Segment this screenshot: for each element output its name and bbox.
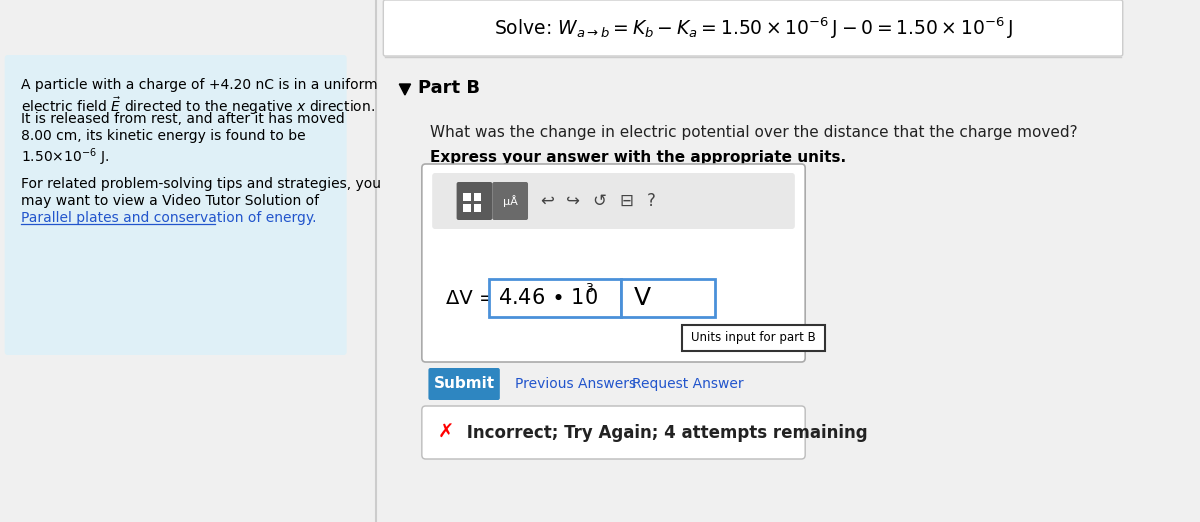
Text: V: V: [634, 286, 652, 310]
Text: What was the change in electric potential over the distance that the charge move: What was the change in electric potentia…: [431, 125, 1078, 140]
Text: Incorrect; Try Again; 4 attempts remaining: Incorrect; Try Again; 4 attempts remaini…: [461, 423, 868, 442]
FancyBboxPatch shape: [463, 204, 470, 212]
Text: Previous Answers: Previous Answers: [515, 377, 636, 391]
Text: For related problem-solving tips and strategies, you: For related problem-solving tips and str…: [20, 177, 380, 191]
Text: ✗: ✗: [438, 423, 455, 442]
Text: ⊟: ⊟: [619, 192, 634, 210]
Text: A particle with a charge of +4.20 nC is in a uniform: A particle with a charge of +4.20 nC is …: [20, 78, 377, 92]
FancyBboxPatch shape: [383, 0, 1123, 56]
FancyBboxPatch shape: [474, 193, 481, 201]
Text: 8.00 cm, its kinetic energy is found to be: 8.00 cm, its kinetic energy is found to …: [20, 129, 305, 143]
Text: Units input for part B: Units input for part B: [691, 331, 816, 345]
Text: μÅ: μÅ: [503, 195, 517, 207]
FancyBboxPatch shape: [422, 164, 805, 362]
Text: electric field $\vec{E}$ directed to the negative $x$ direction.: electric field $\vec{E}$ directed to the…: [20, 95, 374, 116]
Polygon shape: [400, 84, 410, 95]
FancyBboxPatch shape: [5, 55, 347, 355]
FancyBboxPatch shape: [422, 406, 805, 459]
Text: Part B: Part B: [418, 79, 480, 97]
Text: 4.46 $\bullet$ 10: 4.46 $\bullet$ 10: [498, 288, 598, 308]
Text: ↺: ↺: [593, 192, 606, 210]
FancyBboxPatch shape: [682, 325, 824, 351]
Text: Solve: $W_{a\rightarrow b} = K_b - K_a = 1.50 \times 10^{-6}\,\mathrm{J} - 0 = 1: Solve: $W_{a\rightarrow b} = K_b - K_a =…: [493, 15, 1013, 41]
Text: ΔV =: ΔV =: [446, 289, 496, 307]
FancyBboxPatch shape: [428, 368, 500, 400]
Text: Parallel plates and conservation of energy.: Parallel plates and conservation of ener…: [20, 211, 316, 225]
Text: ↪: ↪: [566, 192, 580, 210]
Text: 1.50×10$^{-6}$ J.: 1.50×10$^{-6}$ J.: [20, 146, 109, 168]
Text: It is released from rest, and after it has moved: It is released from rest, and after it h…: [20, 112, 344, 126]
FancyBboxPatch shape: [432, 173, 794, 229]
Text: ↩: ↩: [540, 192, 553, 210]
Text: Submit: Submit: [433, 376, 494, 392]
FancyBboxPatch shape: [622, 279, 715, 317]
Text: Request Answer: Request Answer: [632, 377, 744, 391]
Text: ?: ?: [647, 192, 655, 210]
FancyBboxPatch shape: [492, 182, 528, 220]
FancyBboxPatch shape: [457, 182, 492, 220]
FancyBboxPatch shape: [490, 279, 622, 317]
FancyBboxPatch shape: [463, 193, 470, 201]
Text: 3: 3: [586, 281, 593, 294]
Text: Express your answer with the appropriate units.: Express your answer with the appropriate…: [431, 150, 846, 165]
Text: may want to view a Video Tutor Solution of: may want to view a Video Tutor Solution …: [20, 194, 319, 208]
FancyBboxPatch shape: [474, 204, 481, 212]
